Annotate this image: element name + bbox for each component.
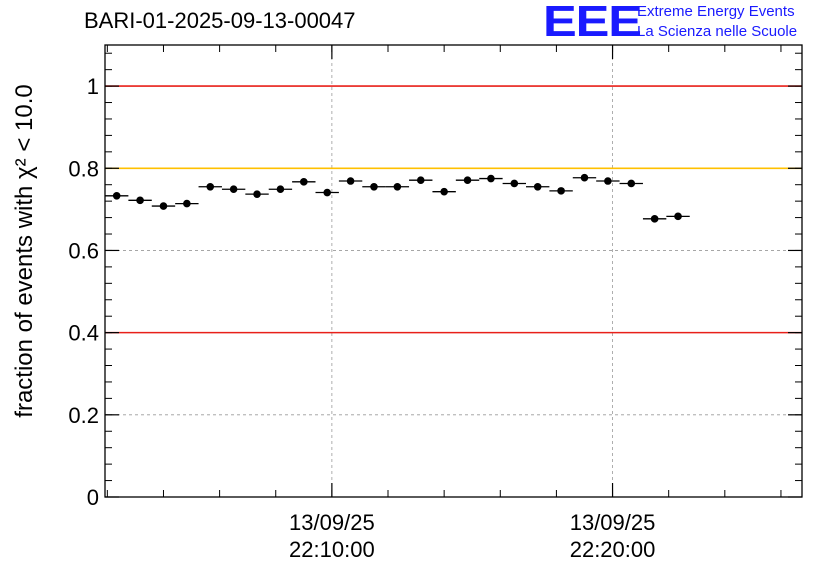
x-tick-time-label: 22:20:00 (570, 537, 656, 562)
axis-ticks (105, 45, 802, 498)
data-point (183, 199, 191, 208)
logo-caption: Extreme Energy Events La Scienza nelle S… (637, 2, 797, 42)
data-point (510, 179, 519, 188)
reference-lines (105, 85, 802, 334)
data-point (276, 185, 285, 194)
data-point (206, 182, 215, 191)
data-point (533, 182, 542, 191)
data-point (159, 202, 168, 210)
data-point (580, 173, 589, 182)
x-tick-time-label: 22:10:00 (289, 537, 375, 562)
y-tick-label: 0.8 (68, 156, 99, 181)
y-tick-label: 1 (87, 74, 99, 99)
data-point (463, 176, 472, 184)
y-tick-label: 0.4 (68, 321, 99, 346)
grid-lines (105, 45, 802, 498)
y-tick-label: 0 (87, 485, 99, 510)
data-point (370, 182, 378, 191)
data-point (393, 182, 402, 191)
chart-title: BARI-01-2025-09-13-00047 (84, 8, 356, 33)
data-point (112, 192, 121, 200)
data-point (440, 187, 448, 196)
eee-logo: EEE (543, 0, 642, 46)
data-point (627, 179, 636, 188)
plot-frame (104, 44, 803, 498)
data-point (136, 196, 144, 205)
data-point (229, 185, 238, 194)
data-point (487, 174, 495, 183)
y-tick-label: 0.6 (68, 238, 99, 263)
data-point (323, 188, 331, 197)
data-point (346, 177, 355, 185)
data-point (300, 178, 308, 186)
tick-labels: 00.20.40.60.8113/09/2522:10:0013/09/2522… (68, 74, 655, 562)
data-point (674, 212, 682, 221)
data-point (650, 215, 659, 223)
data-point (557, 187, 565, 195)
data-point (416, 176, 425, 184)
y-axis-label: fraction of events with χ² < 10.0 (11, 84, 38, 417)
data-point (604, 177, 612, 185)
logo-caption-line1: Extreme Energy Events (637, 3, 795, 20)
data-points (105, 173, 690, 223)
x-tick-date-label: 13/09/25 (289, 510, 375, 535)
logo-caption-line2: La Scienza nelle Scuole (637, 23, 798, 40)
data-point (253, 190, 261, 198)
y-tick-label: 0.2 (68, 403, 99, 428)
x-tick-date-label: 13/09/25 (570, 510, 656, 535)
